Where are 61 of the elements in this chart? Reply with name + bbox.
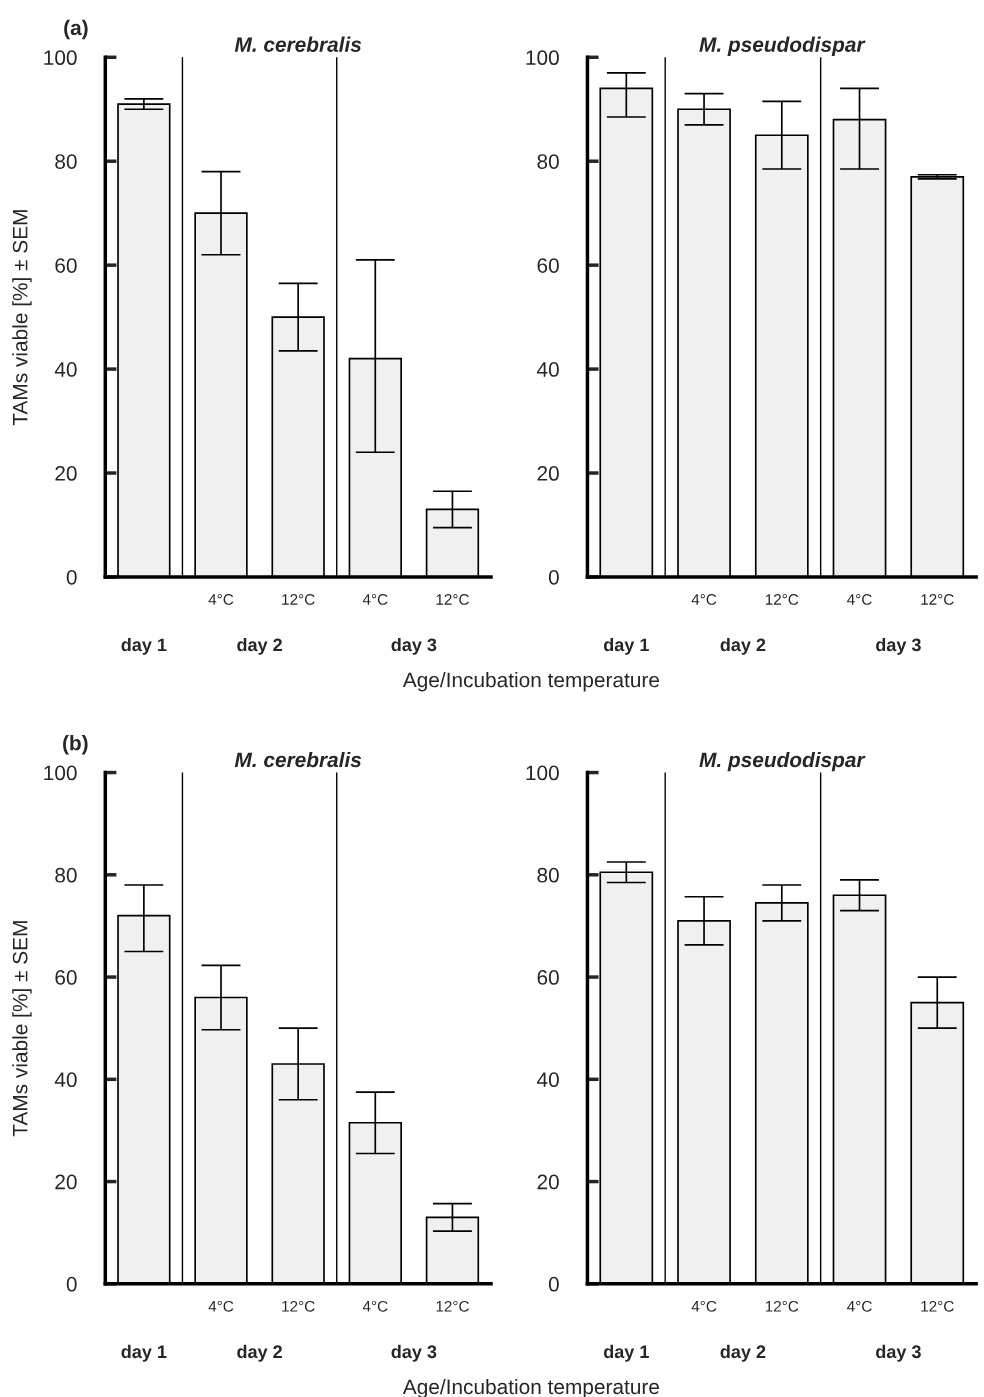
y-tick-label: 80 [537,867,559,883]
x-tick-label: 4°C [847,594,872,605]
x-tick-label: 4°C [847,1300,872,1312]
text: day 1 [121,1344,167,1362]
chart-title: M. cerebralis [234,751,362,768]
text: (a) [64,19,88,40]
y-tick-label: 60 [55,258,77,273]
y-tick-label: 0 [66,1276,77,1292]
x-tick-label: 12°C [282,1300,315,1312]
y-tick-label: 80 [537,154,559,169]
y-axis-title: TAMs viable [%] ± SEM [12,921,32,1137]
x-tick-label: 12°C [765,1300,799,1312]
text: day 2 [720,1344,766,1362]
x-tick-label: 4°C [208,594,234,605]
text: day 3 [876,637,921,655]
text: day 3 [876,1344,921,1362]
y-tick-label: 100 [526,50,559,66]
x-tick-label: 4°C [691,1300,717,1312]
x-tick-label: 12°C [436,1300,469,1312]
y-tick-label: 100 [44,765,77,781]
y-tick-label: 60 [537,970,559,985]
y-tick-label: 0 [548,569,559,585]
chart-title: M. pseudodispar [699,36,866,57]
chart-title: M. cerebralis [234,36,362,52]
y-tick-label: 0 [66,569,77,585]
y-tick-label: 40 [54,1072,77,1088]
text: day 2 [237,1344,282,1362]
text: day 2 [720,637,766,655]
y-tick-label: 20 [537,1174,559,1190]
x-tick-label: 4°C [691,594,717,605]
y-tick-label: 40 [536,362,559,377]
text: day 1 [603,637,649,655]
text: day 3 [391,1344,437,1362]
y-tick-label: 80 [55,867,77,883]
text: day 1 [121,637,167,655]
x-tick-label: 12°C [921,594,954,605]
y-tick-label: 40 [536,1072,559,1088]
x-tick-label: 4°C [208,1300,234,1312]
y-axis-title: TAMs viable [%] ± SEM [12,210,32,426]
y-tick-label: 20 [537,466,559,481]
y-tick-label: 60 [537,258,559,273]
x-tick-label: 12°C [436,594,469,605]
chart-title: M. pseudodispar [699,751,866,772]
y-tick-label: 100 [44,50,77,66]
y-tick-label: 0 [548,1276,559,1292]
y-tick-label: 20 [55,466,77,481]
x-tick-label: 12°C [921,1300,954,1312]
y-tick-label: 100 [526,765,559,781]
y-tick-label: 40 [54,362,77,377]
x-tick-label: 4°C [362,594,388,605]
x-tick-label: 12°C [765,594,799,605]
text: day 3 [391,637,437,655]
text: day 2 [237,637,282,655]
x-tick-label: 12°C [282,594,315,605]
x-tick-label: 4°C [362,1300,388,1312]
y-tick-label: 60 [55,970,77,985]
y-tick-label: 80 [55,154,77,169]
y-tick-label: 20 [55,1174,77,1190]
x-axis-title: Age/Incubation temperature [402,672,659,692]
text: day 1 [603,1344,649,1362]
text: (b) [63,735,88,755]
